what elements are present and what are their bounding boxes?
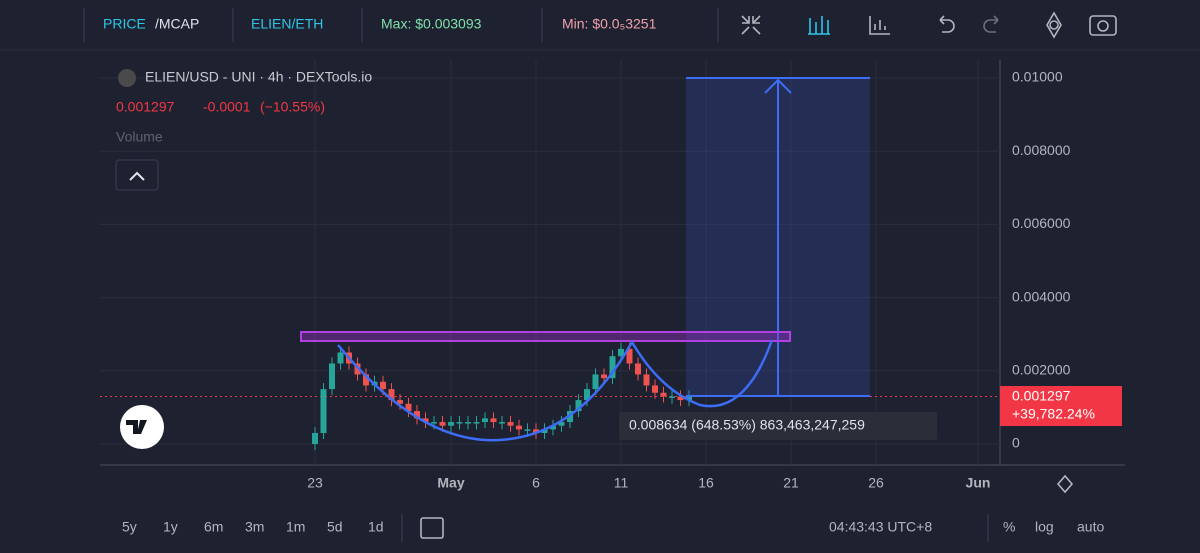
y-tick-label: 0 bbox=[1012, 435, 1020, 451]
range-button[interactable]: 5d bbox=[327, 519, 343, 535]
x-tick-label: 6 bbox=[532, 475, 540, 491]
bar-icon[interactable] bbox=[869, 16, 890, 35]
measure-text: 0.008634 (648.53%) 863,463,247,259 bbox=[629, 417, 865, 433]
auto-toggle[interactable]: auto bbox=[1077, 519, 1104, 535]
grid bbox=[100, 60, 1000, 465]
log-toggle[interactable]: log bbox=[1035, 519, 1054, 535]
y-tick-label: 0.002000 bbox=[1012, 362, 1071, 378]
pair-button[interactable]: ELIEN/ETH bbox=[251, 16, 323, 32]
legend-change: -0.0001 bbox=[203, 99, 251, 115]
clock: 04:43:43 UTC+8 bbox=[829, 519, 932, 535]
percent-toggle[interactable]: % bbox=[1003, 519, 1015, 535]
x-tick-label: 23 bbox=[307, 475, 323, 491]
toolbar-icons bbox=[741, 11, 1117, 39]
range-button[interactable]: 1m bbox=[286, 519, 305, 535]
settings-icon[interactable] bbox=[1046, 11, 1062, 39]
range-button[interactable]: 5y bbox=[122, 519, 137, 535]
max-price: Max: $0.003093 bbox=[381, 16, 482, 32]
camera-icon[interactable] bbox=[1089, 15, 1117, 36]
axis-settings[interactable] bbox=[1056, 474, 1074, 494]
range-button[interactable]: 3m bbox=[245, 519, 264, 535]
price-tag-change: +39,782.24% bbox=[1012, 406, 1095, 422]
x-tick-label: 21 bbox=[783, 475, 799, 491]
legend-volume: Volume bbox=[116, 129, 163, 145]
y-tick-label: 0.01000 bbox=[1012, 69, 1063, 85]
x-tick-label: 11 bbox=[614, 475, 629, 491]
token-logo bbox=[118, 69, 136, 87]
cup-handle bbox=[337, 339, 774, 442]
y-tick-label: 0.008000 bbox=[1012, 142, 1071, 158]
date-range-icon[interactable] bbox=[420, 517, 444, 539]
range-button[interactable]: 6m bbox=[204, 519, 223, 535]
candles bbox=[312, 342, 692, 450]
min-price: Min: $0.0₅3251 bbox=[562, 16, 657, 32]
undo-icon[interactable] bbox=[939, 15, 955, 33]
x-tick-label: May bbox=[437, 475, 464, 491]
drawings bbox=[300, 77, 870, 442]
mcap-button[interactable]: /MCAP bbox=[155, 16, 199, 32]
x-tick-label: 16 bbox=[698, 475, 714, 491]
y-tick-label: 0.006000 bbox=[1012, 215, 1071, 231]
x-tick-label: Jun bbox=[966, 475, 991, 491]
measure-tooltip bbox=[619, 412, 937, 440]
range-button[interactable]: 1y bbox=[163, 519, 178, 535]
collapse-icon bbox=[129, 171, 145, 181]
price-tag-text: 0.001297 bbox=[1012, 388, 1071, 404]
redo-icon[interactable] bbox=[983, 15, 999, 33]
resistance-box bbox=[300, 331, 791, 342]
target-arrow bbox=[764, 78, 792, 396]
x-tick-label: 26 bbox=[868, 475, 884, 491]
price-button[interactable]: PRICE bbox=[103, 16, 146, 32]
legend-percent: (−10.55%) bbox=[260, 99, 325, 115]
collapse-button[interactable] bbox=[115, 159, 159, 191]
bottom-bar: 5y 1y 6m 3m 1m 5d 1d bbox=[122, 519, 384, 535]
legend-last: 0.001297 bbox=[116, 99, 175, 115]
y-tick-label: 0.004000 bbox=[1012, 288, 1071, 304]
price-tag bbox=[1000, 386, 1122, 426]
candle-icon[interactable] bbox=[808, 16, 830, 35]
camera-lens bbox=[1097, 20, 1109, 32]
settings-icon-center bbox=[1049, 20, 1059, 30]
fit-icon[interactable] bbox=[741, 15, 761, 35]
range-button[interactable]: 1d bbox=[368, 519, 384, 535]
tv-logo-mark bbox=[126, 420, 147, 434]
legend-title: ELIEN/USD - UNI · 4h · DEXTools.io bbox=[145, 69, 372, 85]
